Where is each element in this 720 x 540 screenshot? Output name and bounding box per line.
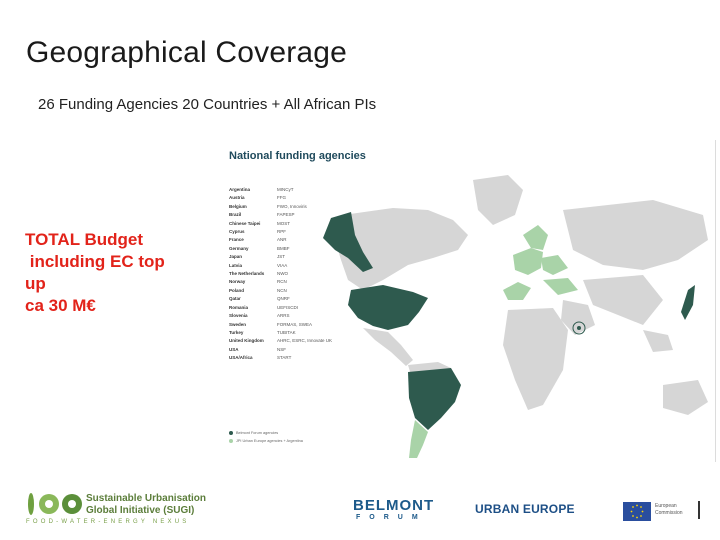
agency-country: Japan bbox=[229, 254, 243, 260]
agency-country: Chinese Taipei bbox=[229, 220, 261, 226]
agency-row: Turkey TUBITAK bbox=[229, 329, 332, 337]
agency-country: United Kingdom bbox=[229, 338, 264, 344]
agency-name: FFG bbox=[277, 195, 286, 201]
legend-dot-icon bbox=[229, 439, 233, 443]
agency-row: United Kingdom AHRC, ESRC, Innovate UK bbox=[229, 337, 332, 345]
funding-map-panel: National funding agencies Argentina MINCy… bbox=[223, 140, 716, 462]
agency-row: USA/Africa START bbox=[229, 354, 332, 362]
slide-subtitle: 26 Funding Agencies 20 Countries + All A… bbox=[38, 96, 377, 113]
agency-name: FORMAS, SWEA bbox=[277, 321, 313, 327]
agency-name: JST bbox=[277, 254, 286, 260]
agency-name: RPF bbox=[277, 229, 286, 235]
legend-label: JPI Urban Europe agencies + Argentina bbox=[236, 439, 303, 443]
agency-row: Germany BMBF bbox=[229, 245, 332, 253]
agency-name: NWO bbox=[277, 271, 288, 277]
legend-label: Belmont Forum agencies bbox=[236, 431, 279, 435]
legend-item-belmont: Belmont Forum agencies bbox=[229, 429, 303, 437]
sugi-line-1: Sustainable Urbanisation bbox=[86, 493, 207, 504]
agency-country: The Netherlands bbox=[229, 271, 265, 277]
agency-country: Argentina bbox=[229, 187, 251, 192]
agency-row: France ANR bbox=[229, 236, 332, 244]
budget-text: TOTAL Budget including EC top up ca 30 M… bbox=[25, 230, 165, 315]
agency-row: Qatar QNRF bbox=[229, 295, 332, 303]
slide-title: Geographical Coverage bbox=[26, 36, 348, 69]
agency-name: ARRS bbox=[277, 313, 290, 319]
agency-name: FWO, Innoviris bbox=[277, 203, 307, 209]
agency-table: Argentina MINCyT Austria FFG Belgium FWO, Inn… bbox=[229, 186, 332, 363]
legend-dot-icon bbox=[229, 431, 233, 435]
agency-row: Norway RCN bbox=[229, 278, 332, 286]
agency-name: NSF bbox=[277, 346, 286, 352]
agency-row: Slovenia ARRS bbox=[229, 312, 332, 320]
agency-name: VIAA bbox=[277, 262, 288, 268]
agency-name: MINCyT bbox=[277, 187, 294, 192]
logo-footer: Sustainable Urbanisation Global Initiati… bbox=[0, 480, 720, 540]
agency-name: MOST bbox=[277, 220, 290, 226]
agency-country: Germany bbox=[229, 245, 249, 251]
agency-country: Brazil bbox=[229, 212, 242, 218]
world-map bbox=[323, 175, 708, 458]
eu-divider bbox=[698, 501, 700, 519]
agency-row: Poland NCN bbox=[229, 287, 332, 295]
agency-row: Romania UEFISCDI bbox=[229, 304, 332, 312]
agency-row: Latvia VIAA bbox=[229, 262, 332, 270]
sugi-tagline: FOOD-WATER-ENERGY NEXUS bbox=[26, 519, 190, 525]
agency-row: Cyprus RPF bbox=[229, 228, 332, 236]
agency-row: Japan JST bbox=[229, 253, 332, 261]
agency-row: Belgium FWO, Innoviris bbox=[229, 203, 332, 211]
eu-commission-text: European Commission bbox=[655, 503, 683, 517]
agency-row: Sweden FORMAS, SWEA bbox=[229, 321, 332, 329]
agency-row: The Netherlands NWO bbox=[229, 270, 332, 278]
agency-name: START bbox=[277, 355, 292, 361]
belmont-logo: BELMONT bbox=[353, 497, 435, 514]
legend-item-jpi: JPI Urban Europe agencies + Argentina bbox=[229, 437, 303, 445]
urban-europe-logo: URBAN EUROPE bbox=[475, 502, 575, 516]
agency-row: Brazil FAPESP bbox=[229, 211, 332, 219]
agency-country: USA/Africa bbox=[229, 355, 253, 361]
agency-country: Turkey bbox=[229, 329, 244, 335]
eu-line-1: European bbox=[655, 503, 677, 509]
agency-row: USA NSF bbox=[229, 346, 332, 354]
map-legend: Belmont Forum agencies JPI Urban Europe … bbox=[229, 429, 303, 445]
agency-name: NCN bbox=[277, 287, 287, 293]
agency-country: Cyprus bbox=[229, 229, 245, 235]
agency-country: Romania bbox=[229, 304, 249, 310]
agency-name: AHRC, ESRC, Innovate UK bbox=[277, 338, 333, 344]
agency-country: France bbox=[229, 237, 244, 243]
agency-country: Slovenia bbox=[229, 313, 248, 319]
agency-country: Belgium bbox=[229, 203, 247, 209]
eu-flag-icon bbox=[623, 502, 651, 521]
agency-name: BMBF bbox=[277, 245, 290, 251]
agency-country: USA bbox=[229, 346, 239, 352]
agency-country: Sweden bbox=[229, 321, 247, 327]
agency-country: Poland bbox=[229, 287, 245, 293]
sugi-line-2: Global Initiative (SUGI) bbox=[86, 505, 195, 516]
agency-row: Austria FFG bbox=[229, 194, 332, 202]
agency-name: UEFISCDI bbox=[277, 304, 299, 310]
map-title: National funding agencies bbox=[229, 150, 366, 162]
sugi-logo-icon bbox=[28, 493, 82, 515]
agency-name: QNRF bbox=[277, 296, 290, 302]
agency-name: RCN bbox=[277, 279, 287, 285]
agency-country: Qatar bbox=[229, 296, 241, 302]
agency-name: FAPESP bbox=[277, 212, 295, 218]
belmont-logo-sub: FORUM bbox=[356, 514, 427, 521]
agency-country: Austria bbox=[229, 195, 245, 201]
agency-name: ANR bbox=[277, 237, 287, 243]
agency-country: Latvia bbox=[229, 262, 243, 268]
agency-name: TUBITAK bbox=[277, 329, 296, 335]
eu-line-2: Commission bbox=[655, 510, 683, 516]
sugi-name: Sustainable Urbanisation Global Initiati… bbox=[86, 493, 206, 517]
agency-row: Argentina MINCyT bbox=[229, 186, 332, 194]
agency-row: Chinese Taipei MOST bbox=[229, 220, 332, 228]
agency-country: Norway bbox=[229, 279, 246, 285]
